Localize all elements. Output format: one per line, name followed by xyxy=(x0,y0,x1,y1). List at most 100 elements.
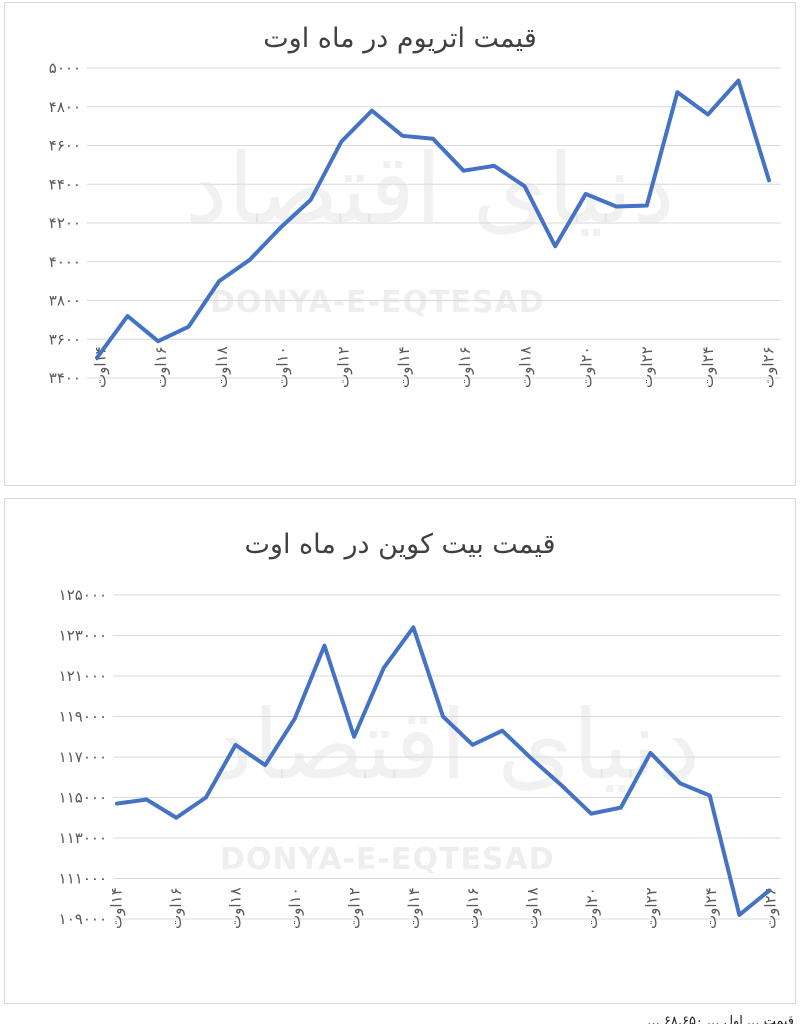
data-point xyxy=(370,109,374,113)
data-point xyxy=(737,913,741,917)
x-tick-label: ۱۸اوت xyxy=(226,887,244,929)
chart-title: قیمت بیت کوین در ماه اوت xyxy=(244,529,556,560)
data-point xyxy=(217,279,221,283)
data-point xyxy=(708,793,712,797)
y-tick-label: ۳۸۰۰ xyxy=(49,292,81,310)
x-tick-label: ۱۲اوت xyxy=(334,346,352,388)
data-point xyxy=(145,798,149,802)
data-point xyxy=(523,184,527,188)
data-point xyxy=(471,743,475,747)
data-point xyxy=(248,258,252,262)
chart-title: قیمت اتریوم در ماه اوت xyxy=(263,23,537,54)
x-tick-label: ۱۶اوت xyxy=(464,887,482,929)
x-tick-label: ۱۴اوت xyxy=(405,887,423,929)
data-point xyxy=(500,729,504,733)
x-tick-label: ۲۲اوت xyxy=(638,346,656,388)
watermark-text: DONYA-E-EQTESAD xyxy=(210,285,545,320)
data-point xyxy=(263,763,267,767)
data-point xyxy=(767,178,771,182)
y-tick-label: ۱۱۷۰۰۰ xyxy=(59,748,107,766)
data-point xyxy=(95,356,99,360)
data-point xyxy=(553,244,557,248)
data-point xyxy=(589,812,593,816)
data-point xyxy=(174,816,178,820)
x-tick-label: ۲۲اوت xyxy=(643,887,661,929)
data-point xyxy=(322,644,326,648)
x-tick-label: ۱۰اوت xyxy=(286,887,304,929)
x-tick-label: ۲۴اوت xyxy=(702,887,720,929)
data-point xyxy=(309,198,313,202)
y-tick-label: ۱۲۱۰۰۰ xyxy=(59,667,107,685)
y-tick-label: ۳۴۰۰ xyxy=(49,369,81,387)
data-point xyxy=(400,134,404,138)
data-point xyxy=(492,164,496,168)
data-point xyxy=(614,205,618,209)
y-tick-label: ۱۰۹۰۰۰ xyxy=(59,910,107,928)
data-point xyxy=(293,717,297,721)
data-point xyxy=(431,137,435,141)
y-tick-label: ۱۲۵۰۰۰ xyxy=(59,586,107,604)
data-point xyxy=(675,90,679,94)
ethereum-chart-panel: دنیای اقتصاد DONYA-E-EQTESAD قیمت اتریوم… xyxy=(4,2,796,486)
x-tick-label: ۱۴اوت xyxy=(395,346,413,388)
x-tick-label: ۲۶اوت xyxy=(760,346,778,388)
y-tick-label: ۴۲۰۰ xyxy=(49,214,81,232)
x-tick-label: ۱۸اوت xyxy=(524,887,542,929)
watermark-text: DONYA-E-EQTESAD xyxy=(220,842,555,877)
y-tick-label: ۱۱۵۰۰۰ xyxy=(59,789,107,807)
data-point xyxy=(678,781,682,785)
x-tick-label: ۱۶اوت xyxy=(152,346,170,388)
x-tick-label: ۱۰اوت xyxy=(274,346,292,388)
series-line xyxy=(115,625,771,917)
x-tick-label: ۱۸اوت xyxy=(213,346,231,388)
y-tick-label: ۱۱۹۰۰۰ xyxy=(59,708,107,726)
data-point xyxy=(187,325,191,329)
y-tick-label: ۴۶۰۰ xyxy=(49,137,81,155)
y-tick-label: ۳۶۰۰ xyxy=(49,330,81,348)
data-point xyxy=(648,751,652,755)
x-tick-label: ۲۰اوت xyxy=(577,346,595,388)
data-point xyxy=(462,169,466,173)
data-point xyxy=(115,802,119,806)
ethereum-line-chart: ۳۴۰۰ ۳۶۰۰ ۳۸۰۰ ۴۰۰۰ ۴۲۰۰ ۴۴۰۰ ۴۶۰۰ ۴۸۰۰ ۵۰۰۰ ۱۴او… xyxy=(49,59,781,388)
x-tick-label: ۱۶اوت xyxy=(456,346,474,388)
data-point xyxy=(767,889,771,893)
data-point xyxy=(706,113,710,116)
data-point xyxy=(619,806,623,810)
data-point xyxy=(126,314,130,318)
watermark-logo: دنیای اقتصاد xyxy=(185,133,676,245)
data-point xyxy=(352,735,356,739)
data-point xyxy=(156,339,160,343)
x-tick-label: ۲۴اوت xyxy=(699,346,717,388)
data-point xyxy=(441,715,445,718)
y-tick-label: ۴۸۰۰ xyxy=(49,98,81,116)
y-tick-label: ۴۴۰۰ xyxy=(49,175,81,193)
footer-strip: قیمت ... اول ... ۶۸,۶۵۰ ... xyxy=(0,1008,800,1024)
data-point xyxy=(278,226,282,230)
data-point xyxy=(530,757,534,761)
y-tick-label: ۵۰۰۰ xyxy=(49,59,81,77)
x-tick-label: ۲۶اوت xyxy=(762,887,780,929)
x-tick-label: ۱۴اوت xyxy=(108,887,126,929)
bitcoin-chart-panel: دنیای اقتصاد DONYA-E-EQTESAD قیمت بیت کو… xyxy=(4,498,796,1004)
data-point xyxy=(204,796,208,799)
data-point xyxy=(736,79,740,83)
series-line xyxy=(95,78,771,360)
y-tick-label: ۱۲۳۰۰۰ xyxy=(59,627,107,645)
bitcoin-line-chart: ۱۰۹۰۰۰ ۱۱۱۰۰۰ ۱۱۳۰۰۰ ۱۱۵۰۰۰ ۱۱۷۰۰۰ ۱۱۹۰۰۰ ۱۲۱۰… xyxy=(59,586,781,929)
data-point xyxy=(234,743,238,747)
data-point xyxy=(382,666,386,670)
data-point xyxy=(411,625,415,629)
x-tick-label: ۱۶اوت xyxy=(167,887,185,929)
x-tick-label: ۲۰اوت xyxy=(583,887,601,929)
footer-text: قیمت ... اول ... ۶۸,۶۵۰ ... xyxy=(647,1014,794,1024)
y-tick-label: ۱۱۳۰۰۰ xyxy=(59,829,107,847)
x-tick-label: ۱۲اوت xyxy=(345,887,363,929)
data-point xyxy=(339,140,343,144)
data-point xyxy=(560,783,564,787)
y-tick-label: ۴۰۰۰ xyxy=(49,253,81,271)
y-tick-label: ۱۱۱۰۰۰ xyxy=(59,870,107,888)
data-point xyxy=(584,192,588,196)
x-tick-label: ۱۸اوت xyxy=(517,346,535,388)
watermark-logo: دنیای اقتصاد xyxy=(210,689,701,801)
